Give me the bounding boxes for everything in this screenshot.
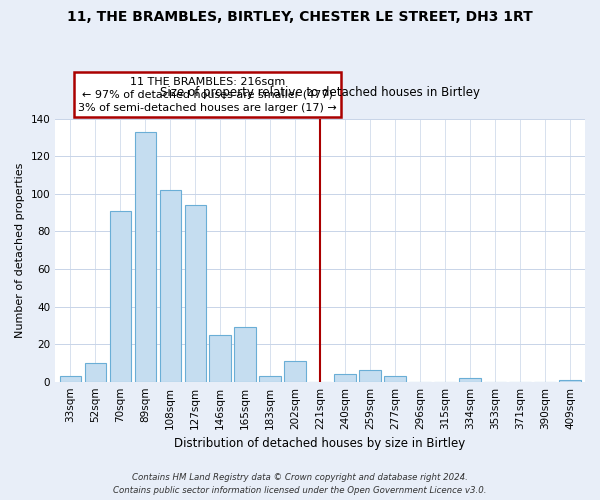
Bar xyxy=(385,376,406,382)
Bar xyxy=(85,363,106,382)
Bar xyxy=(110,210,131,382)
Bar xyxy=(185,205,206,382)
Bar xyxy=(235,327,256,382)
Bar xyxy=(209,334,231,382)
Bar xyxy=(559,380,581,382)
X-axis label: Distribution of detached houses by size in Birtley: Distribution of detached houses by size … xyxy=(175,437,466,450)
Text: 11 THE BRAMBLES: 216sqm
← 97% of detached houses are smaller (477)
3% of semi-de: 11 THE BRAMBLES: 216sqm ← 97% of detache… xyxy=(78,76,337,113)
Bar xyxy=(59,376,81,382)
Bar xyxy=(160,190,181,382)
Bar xyxy=(134,132,156,382)
Text: Contains HM Land Registry data © Crown copyright and database right 2024.
Contai: Contains HM Land Registry data © Crown c… xyxy=(113,474,487,495)
Text: 11, THE BRAMBLES, BIRTLEY, CHESTER LE STREET, DH3 1RT: 11, THE BRAMBLES, BIRTLEY, CHESTER LE ST… xyxy=(67,10,533,24)
Bar xyxy=(284,361,306,382)
Bar xyxy=(460,378,481,382)
Y-axis label: Number of detached properties: Number of detached properties xyxy=(15,162,25,338)
Bar xyxy=(259,376,281,382)
Title: Size of property relative to detached houses in Birtley: Size of property relative to detached ho… xyxy=(160,86,480,100)
Bar xyxy=(334,374,356,382)
Bar xyxy=(359,370,380,382)
